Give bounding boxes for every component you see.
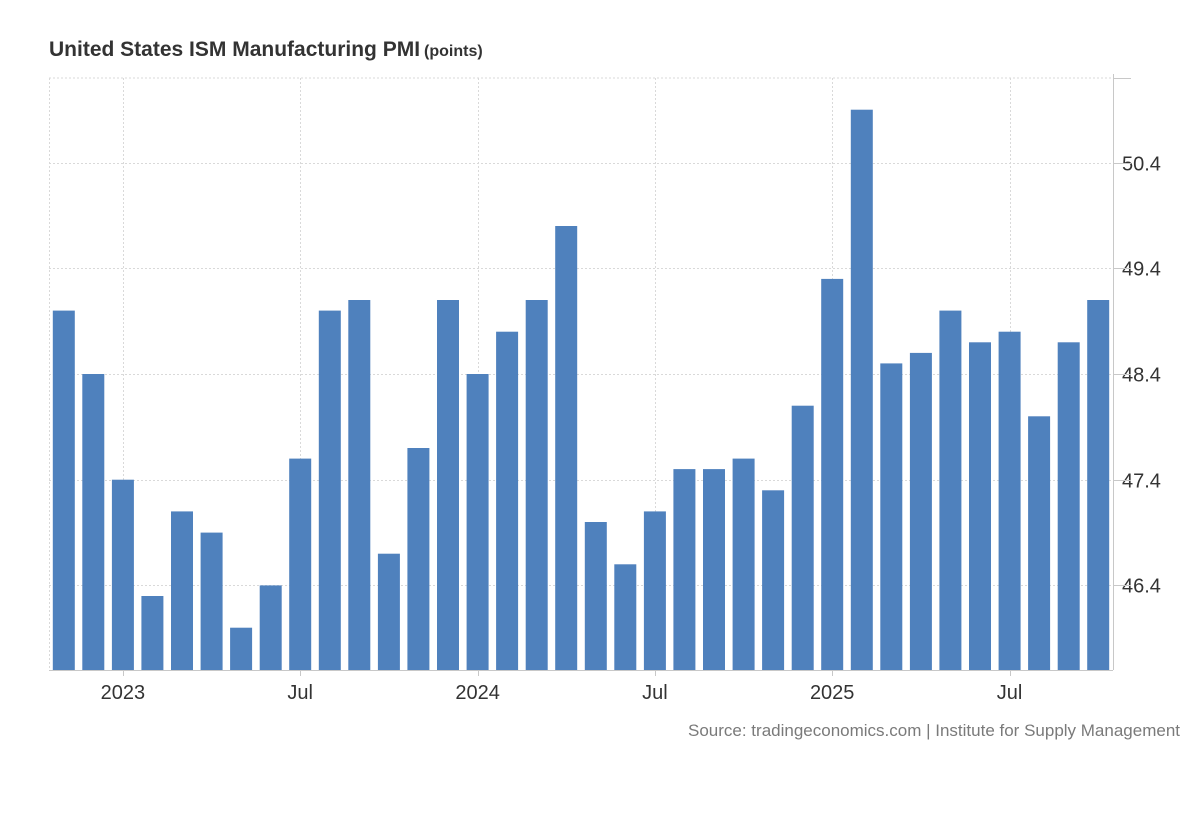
bar-aug-2023 [318,310,341,670]
bar-jan-2025 [821,278,844,670]
bar-nov-2022 [52,310,75,670]
bar-may-2023 [230,627,253,670]
bar-nov-2023 [407,448,430,670]
y-tick-label: 49.4 [1122,259,1161,281]
bar-dec-2024 [791,405,814,670]
x-tick-label: Jul [287,682,313,700]
x-tick-label: 2023 [101,682,146,700]
bar-feb-2023 [141,596,164,670]
bar-sep-2023 [348,300,371,670]
bar-mar-2023 [171,511,193,670]
bar-oct-2024 [732,458,755,670]
bar-oct-2025 [1087,300,1110,670]
bar-jan-2023 [111,479,134,670]
bar-jun-2023 [259,585,282,670]
bar-dec-2023 [437,300,459,670]
bar-apr-2025 [909,352,932,670]
bar-apr-2024 [555,226,578,670]
bar-may-2025 [939,310,962,670]
y-tick-label: 50.4 [1122,154,1161,176]
bar-jul-2024 [643,511,666,670]
bar-jun-2025 [969,342,991,670]
bar-jun-2024 [614,564,637,670]
bar-jan-2024 [466,374,489,670]
bar-aug-2025 [1028,416,1051,670]
bar-feb-2025 [850,109,873,670]
bar-jul-2025 [998,331,1021,670]
bar-chart: 46.4 47.4 48.4 49.4 50.4 2023 Jul 2024 Jul 2025 Ju… [49,74,1161,700]
bar-feb-2024 [496,331,519,670]
chart-title: United States ISM Manufacturing PMI (poin… [49,38,483,62]
bar-nov-2024 [762,490,785,670]
bar-aug-2024 [673,469,696,670]
bar-may-2024 [584,522,607,670]
chart-unit: (points) [424,43,483,60]
x-tick-label: Jul [642,682,668,700]
y-tick-label: 47.4 [1122,471,1161,493]
x-tick-label: 2025 [810,682,855,700]
bar-mar-2025 [880,363,903,670]
bar-jul-2023 [289,458,312,670]
bar-sep-2025 [1057,342,1080,670]
y-tick-label: 48.4 [1122,365,1161,387]
y-tick-label: 46.4 [1122,576,1161,598]
bar-dec-2022 [82,374,105,670]
x-tick-label: 2024 [455,682,500,700]
chart-title-text: United States ISM Manufacturing PMI [49,38,421,61]
bar-oct-2023 [377,553,400,670]
source-credit: Source: tradingeconomics.com | Institute… [688,721,1180,740]
bar-apr-2023 [200,532,223,670]
bar-sep-2024 [703,469,725,670]
bar-mar-2024 [525,300,548,670]
x-tick-label: Jul [997,682,1023,700]
